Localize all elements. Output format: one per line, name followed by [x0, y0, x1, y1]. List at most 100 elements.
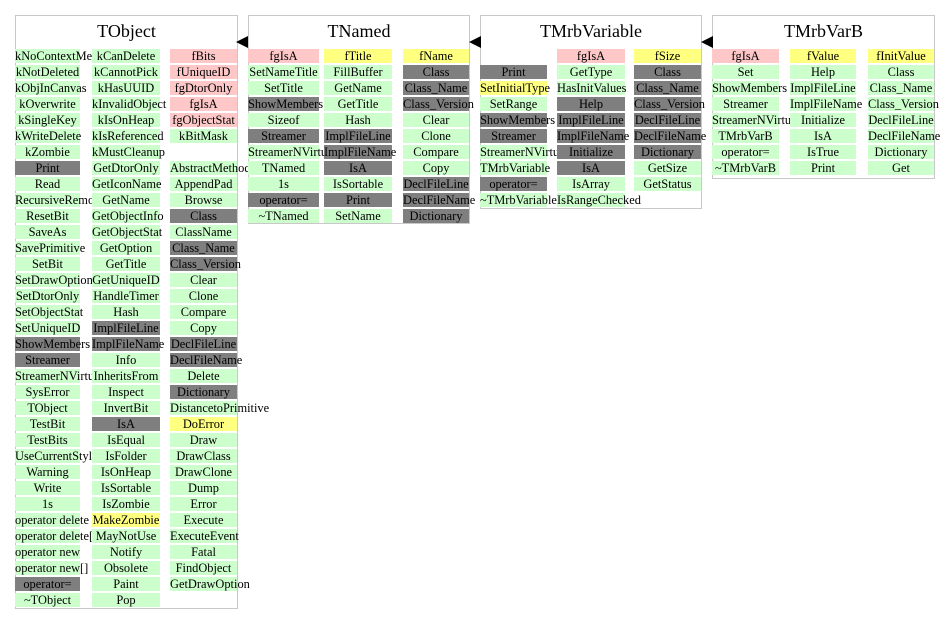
- member-class-version[interactable]: Class_Version: [403, 97, 474, 111]
- member-setobjectstat[interactable]: SetObjectStat: [15, 305, 84, 319]
- member-tmrbvarb[interactable]: ~TMrbVarB: [712, 161, 779, 175]
- member-showmembers[interactable]: ShowMembers: [248, 97, 324, 111]
- member-kisonheap[interactable]: kIsOnHeap: [92, 113, 160, 127]
- member-delete[interactable]: Delete: [170, 369, 237, 383]
- member-kinvalidobject[interactable]: kInvalidObject: [92, 97, 167, 111]
- member-hasinitvalues[interactable]: HasInitValues: [557, 81, 627, 95]
- member-getobjectinfo[interactable]: GetObjectInfo: [92, 209, 164, 223]
- member-declfileline[interactable]: DeclFileLine: [170, 337, 237, 351]
- member-tobject[interactable]: TObject: [15, 401, 80, 415]
- member-declfilename[interactable]: DeclFileName: [170, 353, 243, 367]
- member-fgisa[interactable]: fgIsA: [557, 49, 625, 63]
- member-abstractmethod[interactable]: AbstractMethod: [170, 161, 251, 175]
- member-kcannotpick[interactable]: kCannotPick: [92, 65, 160, 79]
- member-istrue[interactable]: IsTrue: [790, 145, 856, 159]
- member-operator[interactable]: operator=: [712, 145, 779, 159]
- member-streamernvirtual[interactable]: StreamerNVirtual: [248, 145, 337, 159]
- member-invertbit[interactable]: InvertBit: [92, 401, 160, 415]
- member-implfileline[interactable]: ImplFileLine: [790, 81, 856, 95]
- member-class-name[interactable]: Class_Name: [868, 81, 934, 95]
- member-dump[interactable]: Dump: [170, 481, 237, 495]
- member-implfilename[interactable]: ImplFileName: [790, 97, 863, 111]
- member-setname[interactable]: SetName: [324, 209, 392, 223]
- member-fgisa[interactable]: fgIsA: [712, 49, 779, 63]
- member-getname[interactable]: GetName: [324, 81, 392, 95]
- member-makezombie[interactable]: MakeZombie: [92, 513, 160, 527]
- member-declfileline[interactable]: DeclFileLine: [403, 177, 469, 191]
- member-testbit[interactable]: TestBit: [15, 417, 80, 431]
- member-setdtoronly[interactable]: SetDtorOnly: [15, 289, 80, 303]
- member-classname[interactable]: ClassName: [170, 225, 237, 239]
- member-draw[interactable]: Draw: [170, 433, 237, 447]
- member-showmembers[interactable]: ShowMembers: [480, 113, 556, 127]
- member-khasuuid[interactable]: kHasUUID: [92, 81, 160, 95]
- member-knotdeleted[interactable]: kNotDeleted: [15, 65, 80, 79]
- member-executeevent[interactable]: ExecuteEvent: [170, 529, 239, 543]
- member-read[interactable]: Read: [15, 177, 80, 191]
- member-kbitmask[interactable]: kBitMask: [170, 129, 237, 143]
- member-fillbuffer[interactable]: FillBuffer: [324, 65, 392, 79]
- member-hash[interactable]: Hash: [324, 113, 392, 127]
- member-tnamed[interactable]: TNamed: [248, 161, 319, 175]
- member-isa[interactable]: IsA: [557, 161, 625, 175]
- member-class[interactable]: Class: [170, 209, 237, 223]
- member-finitvalue[interactable]: fInitValue: [868, 49, 934, 63]
- member-inheritsfrom[interactable]: InheritsFrom: [92, 369, 160, 383]
- member-browse[interactable]: Browse: [170, 193, 237, 207]
- member-gettype[interactable]: GetType: [557, 65, 625, 79]
- member-class[interactable]: Class: [403, 65, 469, 79]
- member-copy[interactable]: Copy: [403, 161, 469, 175]
- member-class-version[interactable]: Class_Version: [634, 97, 705, 111]
- member-knocontextmenu[interactable]: kNoContextMenu: [15, 49, 105, 63]
- member-compare[interactable]: Compare: [403, 145, 469, 159]
- member-getobjectstat[interactable]: GetObjectStat: [92, 225, 163, 239]
- member-iszombie[interactable]: IsZombie: [92, 497, 160, 511]
- member-implfileline[interactable]: ImplFileLine: [324, 129, 392, 143]
- member-implfilename[interactable]: ImplFileName: [557, 129, 630, 143]
- member-kobjincanvas[interactable]: kObjInCanvas: [15, 81, 87, 95]
- member-tmrbvariable[interactable]: ~TMrbVariable: [480, 193, 557, 207]
- member-usecurrentstyle[interactable]: UseCurrentStyle: [15, 449, 98, 463]
- member-kmustcleanup[interactable]: kMustCleanup: [92, 145, 165, 159]
- member-hash[interactable]: Hash: [92, 305, 160, 319]
- member-write[interactable]: Write: [15, 481, 80, 495]
- member-class-name[interactable]: Class_Name: [170, 241, 237, 255]
- member-execute[interactable]: Execute: [170, 513, 237, 527]
- member-operator[interactable]: operator=: [480, 177, 547, 191]
- member-paint[interactable]: Paint: [92, 577, 160, 591]
- member-funiqueid[interactable]: fUniqueID: [170, 65, 237, 79]
- member-operator-new[interactable]: operator new: [15, 545, 81, 559]
- member-clone[interactable]: Clone: [403, 129, 469, 143]
- member-drawclass[interactable]: DrawClass: [170, 449, 237, 463]
- member-setdrawoption[interactable]: SetDrawOption: [15, 273, 93, 287]
- member-findobject[interactable]: FindObject: [170, 561, 237, 575]
- member-kzombie[interactable]: kZombie: [15, 145, 80, 159]
- member-drawclone[interactable]: DrawClone: [170, 465, 237, 479]
- member-doerror[interactable]: DoError: [170, 417, 237, 431]
- member-class[interactable]: Class: [634, 65, 701, 79]
- member-streamernvirtual[interactable]: StreamerNVirtual: [15, 369, 104, 383]
- member-issortable[interactable]: IsSortable: [92, 481, 160, 495]
- member-saveprimitive[interactable]: SavePrimitive: [15, 241, 86, 255]
- member-maynotuse[interactable]: MayNotUse: [92, 529, 160, 543]
- member-compare[interactable]: Compare: [170, 305, 237, 319]
- member-settitle[interactable]: SetTitle: [248, 81, 319, 95]
- member-streamernvirtual[interactable]: StreamerNVirtual: [480, 145, 569, 159]
- member-issortable[interactable]: IsSortable: [324, 177, 392, 191]
- member-isa[interactable]: IsA: [324, 161, 392, 175]
- member-warning[interactable]: Warning: [15, 465, 80, 479]
- member-setrange[interactable]: SetRange: [480, 97, 547, 111]
- member-tmrbvariable[interactable]: TMrbVariable: [480, 161, 551, 175]
- member-getdrawoption[interactable]: GetDrawOption: [170, 577, 250, 591]
- member-error[interactable]: Error: [170, 497, 237, 511]
- member-declfilename[interactable]: DeclFileName: [403, 193, 476, 207]
- member-showmembers[interactable]: ShowMembers: [712, 81, 788, 95]
- member-streamernvirtual[interactable]: StreamerNVirtual: [712, 113, 801, 127]
- member-setinitialtype[interactable]: SetInitialType: [480, 81, 551, 95]
- member-operator[interactable]: operator=: [248, 193, 319, 207]
- member-class-version[interactable]: Class_Version: [170, 257, 241, 271]
- member-class[interactable]: Class: [868, 65, 934, 79]
- member-streamer[interactable]: Streamer: [15, 353, 80, 367]
- member-tobject[interactable]: ~TObject: [15, 593, 80, 607]
- member-handletimer[interactable]: HandleTimer: [92, 289, 160, 303]
